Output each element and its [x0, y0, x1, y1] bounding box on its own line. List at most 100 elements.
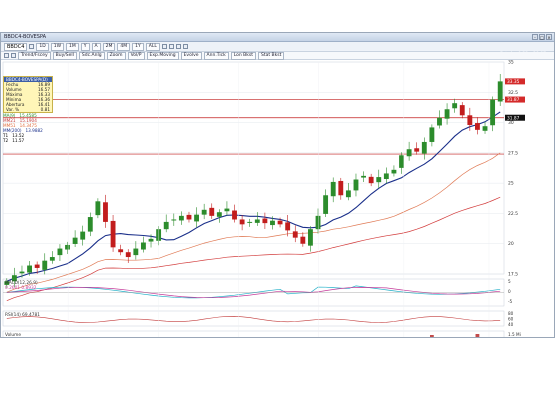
- tool-button[interactable]: Zoom: [106, 51, 126, 60]
- candle-body: [421, 141, 427, 154]
- indicator-icon[interactable]: [175, 44, 181, 49]
- price-tag-label: 31.87: [507, 97, 520, 103]
- line-icon[interactable]: [168, 44, 174, 49]
- rsi-tick-label: 80: [508, 311, 514, 316]
- legend-item: MM51 14.3475: [3, 123, 37, 128]
- rsi-tick-label: 40: [508, 322, 514, 327]
- price-tick-label: 35: [508, 60, 514, 66]
- candle-body: [148, 238, 154, 242]
- candle-body: [292, 231, 298, 238]
- candle-body: [125, 252, 131, 258]
- candle-body: [19, 271, 25, 274]
- candle-body: [72, 237, 78, 244]
- period-button[interactable]: 1M: [66, 42, 79, 51]
- legend-item: MM(200) 13.9882: [3, 128, 43, 133]
- crosshair-icon[interactable]: [11, 53, 16, 58]
- close-icon[interactable]: ×: [546, 34, 552, 40]
- candle-body: [414, 148, 420, 152]
- candle-body: [11, 275, 17, 282]
- volume-bar: [429, 335, 434, 337]
- window-title: BBDC4-BOVESPA: [4, 34, 47, 40]
- volume-pane: Volume23402845.001.5 Mi1 Mi0.5 Mi: [5, 332, 521, 338]
- period-button[interactable]: ALL: [145, 42, 160, 51]
- candle-body: [467, 115, 473, 125]
- toolbar-tools: Trend/Fscey Buy/Sell Sdc.Anlg Zoom Vol/P…: [1, 51, 554, 60]
- price-chart[interactable]: 35 32.5 30 27.5 25 22.5 20 17.5 33.35 31.87 31.87…: [1, 60, 554, 338]
- chart-window: BBDC4-BOVESPA - □ × BBDC4 1D 1W 1M Y A 2…: [0, 32, 555, 338]
- candle-body: [42, 260, 48, 270]
- candle-body: [270, 220, 275, 226]
- legend-item: MM21 15.1904: [3, 118, 37, 123]
- search-icon[interactable]: [29, 44, 35, 49]
- indicator-legend: MA(9) 15.4585 MM21 15.1904 MM51 14.3475 MM(…: [3, 113, 43, 143]
- candle-body: [194, 214, 199, 222]
- candle-body: [285, 222, 291, 231]
- quote-row: Máxima 16.33: [6, 92, 50, 97]
- candle-body: [277, 220, 283, 225]
- toolbar-periods: BBDC4 1D 1W 1M Y A 2M 4M 1Y ALL Fut. A 0…: [1, 42, 554, 58]
- candle-body: [171, 219, 177, 221]
- period-button[interactable]: A: [91, 42, 101, 51]
- cursor-icon[interactable]: [4, 53, 9, 58]
- price-axis: 35 32.5 30 27.5 25 22.5 20 17.5: [508, 60, 518, 278]
- macd-tick-label: 5: [508, 279, 511, 284]
- period-button[interactable]: 1D: [36, 42, 49, 51]
- macd-tick-label: 0: [508, 289, 511, 294]
- tool-button[interactable]: Trend/Fscey: [18, 51, 51, 60]
- tool-button[interactable]: Sdc.Anlg: [78, 51, 105, 60]
- price-tag: [505, 78, 525, 85]
- moving-average-line: [6, 152, 501, 293]
- candle-body: [300, 236, 306, 244]
- candle-body: [216, 212, 222, 217]
- period-button[interactable]: 4M: [117, 42, 131, 51]
- candle-body: [368, 176, 374, 184]
- price-tick-label: 25: [508, 181, 514, 187]
- candle-body: [27, 265, 32, 273]
- volume-bar: [468, 337, 472, 338]
- tool-button[interactable]: Vol/P: [127, 51, 145, 60]
- ticker-input[interactable]: BBDC4: [4, 42, 28, 51]
- tool-button[interactable]: Lon Bkst: [230, 51, 256, 60]
- price-tick-label: 22.5: [508, 211, 518, 217]
- candle-body: [224, 208, 230, 212]
- tool-button[interactable]: Evolve: [180, 51, 202, 60]
- candle-body: [232, 210, 237, 220]
- period-button[interactable]: 2M: [102, 42, 116, 51]
- candle-body: [338, 180, 344, 196]
- pane-frame: [2, 330, 505, 337]
- tool-button[interactable]: Ann.Tick: [203, 51, 229, 60]
- candle-icon[interactable]: [161, 44, 167, 49]
- candle-body: [247, 221, 253, 223]
- price-tick-label: 17.5: [508, 272, 518, 278]
- macd-line: [6, 285, 501, 299]
- rsi-line: [6, 315, 501, 323]
- price-tags: 33.35 31.87 31.87: [505, 78, 525, 121]
- volume-label: Volume: [5, 332, 21, 338]
- period-button[interactable]: Y: [80, 42, 90, 51]
- candle-body: [391, 169, 397, 174]
- price-tick-label: 27.5: [508, 150, 518, 156]
- tool-button[interactable]: Buy/Sell: [52, 51, 77, 60]
- minimize-icon[interactable]: -: [532, 34, 538, 40]
- price-tick-label: 20: [508, 241, 514, 247]
- maximize-icon[interactable]: □: [539, 34, 545, 40]
- candle-body: [308, 229, 313, 246]
- candle-body: [34, 264, 40, 268]
- candle-body: [87, 217, 93, 232]
- candle-body: [262, 218, 268, 224]
- period-button[interactable]: 1Y: [132, 42, 144, 51]
- pane-frame: [2, 310, 505, 327]
- tool-button[interactable]: Stat Bkst: [257, 51, 285, 60]
- macd-label: MACD(12,26,9): [5, 280, 38, 286]
- candle-body: [201, 209, 207, 215]
- candle-body: [315, 215, 321, 230]
- tool-button[interactable]: Exp.Moving: [146, 51, 179, 60]
- signal-line: [6, 286, 501, 299]
- draw-icon[interactable]: [182, 44, 188, 49]
- price-tag-label: 33.35: [507, 79, 520, 85]
- time-axis: Dec21Jan22Feb22Mar22Apr22May22: [67, 62, 490, 337]
- quote-row: Abertura 16.41: [6, 102, 50, 107]
- horizontal-lines: [3, 99, 504, 155]
- period-button[interactable]: 1W: [50, 42, 65, 51]
- price-tick-label: 30: [508, 120, 514, 126]
